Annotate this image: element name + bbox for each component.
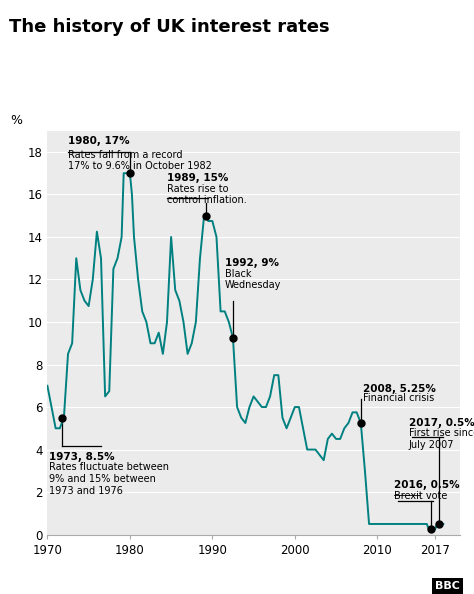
Point xyxy=(202,211,210,220)
Text: The history of UK interest rates: The history of UK interest rates xyxy=(9,18,330,36)
Text: Rates fluctuate between
9% and 15% between
1973 and 1976: Rates fluctuate between 9% and 15% betwe… xyxy=(49,462,169,495)
Point xyxy=(58,413,66,422)
Text: Financial crisis: Financial crisis xyxy=(363,393,435,403)
Point xyxy=(435,519,443,529)
Point xyxy=(126,169,134,178)
Text: 1989, 15%: 1989, 15% xyxy=(167,173,228,183)
Text: Rates rise to
control inflation.: Rates rise to control inflation. xyxy=(167,184,247,206)
Text: BBC: BBC xyxy=(435,581,460,591)
Text: 1992, 9%: 1992, 9% xyxy=(225,258,279,268)
Text: 2008, 5.25%: 2008, 5.25% xyxy=(363,384,436,394)
Text: %: % xyxy=(10,113,22,127)
Text: Rates fall from a record
17% to 9.6% in October 1982: Rates fall from a record 17% to 9.6% in … xyxy=(68,150,212,172)
Text: Black
Wednesday: Black Wednesday xyxy=(225,269,281,290)
Text: First rise since
July 2007: First rise since July 2007 xyxy=(409,428,474,450)
Text: 1973, 8.5%: 1973, 8.5% xyxy=(49,451,115,462)
Text: 2016, 0.5%: 2016, 0.5% xyxy=(394,481,459,491)
Text: 2017, 0.5%: 2017, 0.5% xyxy=(409,418,474,428)
Point xyxy=(427,525,435,534)
Point xyxy=(229,333,237,343)
Text: 1980, 17%: 1980, 17% xyxy=(68,135,130,146)
Text: Brexit vote: Brexit vote xyxy=(394,491,447,501)
Point xyxy=(357,418,365,428)
